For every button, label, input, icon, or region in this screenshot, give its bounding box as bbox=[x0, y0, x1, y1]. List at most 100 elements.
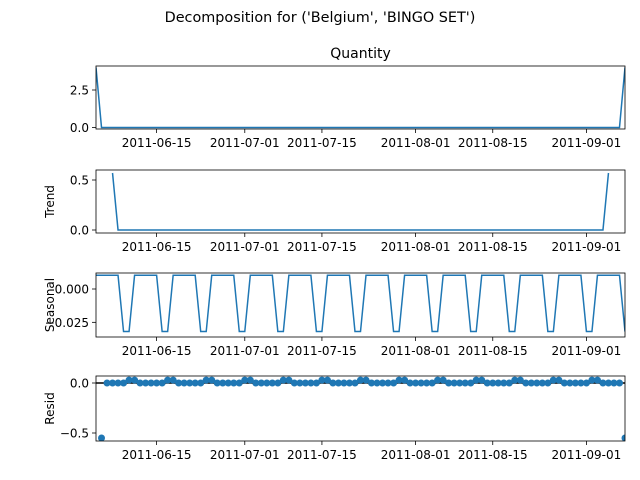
resid-point bbox=[279, 376, 287, 384]
x-tick-label: 2011-07-01 bbox=[210, 240, 280, 254]
y-axis-label: Resid bbox=[43, 392, 57, 424]
resid-point bbox=[582, 379, 590, 387]
resid-point bbox=[312, 379, 320, 387]
panel-title: Quantity bbox=[330, 46, 391, 62]
y-tick-label: 0.0 bbox=[70, 121, 89, 135]
y-tick-label: −0.025 bbox=[45, 316, 89, 330]
x-tick-label: 2011-09-01 bbox=[552, 344, 622, 358]
resid-point bbox=[241, 376, 249, 384]
panel-2: Trend 0.0 0.5 2011-06-15 2011-07-01 2011-07-1… bbox=[43, 169, 626, 254]
seasonal-line bbox=[96, 274, 625, 333]
resid-point bbox=[213, 379, 221, 387]
resid-point bbox=[417, 379, 425, 387]
resid-point bbox=[334, 379, 342, 387]
resid-point bbox=[615, 379, 623, 387]
x-tick-label: 2011-08-01 bbox=[381, 344, 451, 358]
resid-point bbox=[246, 376, 254, 384]
y-tick-label: 0.0 bbox=[70, 377, 89, 391]
x-tick-label: 2011-07-15 bbox=[287, 344, 357, 358]
resid-point bbox=[544, 379, 552, 387]
resid-point bbox=[478, 376, 486, 384]
x-tick-label: 2011-09-01 bbox=[552, 240, 622, 254]
x-tick-label: 2011-08-01 bbox=[381, 240, 451, 254]
x-tick-label: 2011-08-15 bbox=[458, 136, 528, 150]
resid-point bbox=[307, 379, 315, 387]
resid-point bbox=[428, 379, 436, 387]
resid-point bbox=[461, 379, 469, 387]
resid-point bbox=[527, 379, 535, 387]
resid-point bbox=[610, 379, 618, 387]
resid-point bbox=[549, 376, 557, 384]
resid-point bbox=[323, 376, 331, 384]
resid-point bbox=[401, 376, 409, 384]
resid-point bbox=[120, 379, 128, 387]
resid-point bbox=[114, 379, 122, 387]
resid-point bbox=[566, 379, 574, 387]
resid-point bbox=[318, 376, 326, 384]
resid-point bbox=[186, 379, 194, 387]
resid-point bbox=[423, 379, 431, 387]
resid-point bbox=[153, 379, 161, 387]
resid-point bbox=[136, 379, 144, 387]
x-tick-label: 2011-07-01 bbox=[210, 344, 280, 358]
y-tick-label: 0.5 bbox=[70, 174, 89, 188]
x-tick-label: 2011-08-01 bbox=[381, 136, 451, 150]
resid-point bbox=[522, 379, 530, 387]
series-line bbox=[111, 172, 610, 231]
resid-point bbox=[384, 379, 392, 387]
resid-point bbox=[395, 376, 403, 384]
resid-point bbox=[434, 376, 442, 384]
resid-point bbox=[588, 376, 596, 384]
resid-point bbox=[345, 379, 353, 387]
resid-point bbox=[599, 379, 607, 387]
x-tick-label: 2011-07-01 bbox=[210, 136, 280, 150]
resid-point bbox=[98, 434, 106, 441]
x-tick-label: 2011-06-15 bbox=[122, 136, 192, 150]
resid-point bbox=[505, 379, 513, 387]
x-tick-label: 2011-09-01 bbox=[552, 136, 622, 150]
plot-area bbox=[96, 376, 625, 441]
resid-point bbox=[257, 379, 265, 387]
resid-point bbox=[511, 376, 519, 384]
y-tick-label: −0.5 bbox=[60, 427, 89, 441]
resid-point bbox=[219, 379, 227, 387]
resid-point bbox=[147, 379, 155, 387]
resid-point bbox=[202, 376, 210, 384]
x-tick-label: 2011-06-15 bbox=[122, 240, 192, 254]
x-tick-label: 2011-06-15 bbox=[122, 448, 192, 462]
resid-point bbox=[164, 376, 172, 384]
resid-point bbox=[577, 379, 585, 387]
x-tick-label: 2011-09-01 bbox=[552, 448, 622, 462]
resid-point bbox=[103, 379, 111, 387]
resid-point bbox=[109, 379, 117, 387]
resid-point bbox=[621, 434, 625, 441]
plot-area bbox=[96, 274, 625, 333]
resid-point bbox=[197, 379, 205, 387]
resid-point bbox=[571, 379, 579, 387]
resid-point bbox=[274, 379, 282, 387]
resid-point bbox=[500, 379, 508, 387]
resid-point bbox=[538, 379, 546, 387]
resid-point bbox=[483, 379, 491, 387]
resid-point bbox=[368, 379, 376, 387]
resid-point bbox=[489, 379, 497, 387]
resid-point bbox=[533, 379, 541, 387]
resid-point bbox=[296, 379, 304, 387]
x-tick-label: 2011-08-15 bbox=[458, 344, 528, 358]
resid-point bbox=[406, 379, 414, 387]
resid-point bbox=[593, 376, 601, 384]
y-tick-label: 0.0 bbox=[70, 224, 89, 238]
resid-point bbox=[379, 379, 387, 387]
resid-point bbox=[125, 376, 133, 384]
resid-point bbox=[169, 376, 177, 384]
resid-point bbox=[252, 379, 260, 387]
resid-point bbox=[224, 379, 232, 387]
resid-point bbox=[230, 379, 238, 387]
resid-point bbox=[555, 376, 563, 384]
resid-point bbox=[175, 379, 183, 387]
resid-point bbox=[357, 376, 364, 384]
resid-point bbox=[263, 379, 271, 387]
resid-point bbox=[235, 379, 243, 387]
